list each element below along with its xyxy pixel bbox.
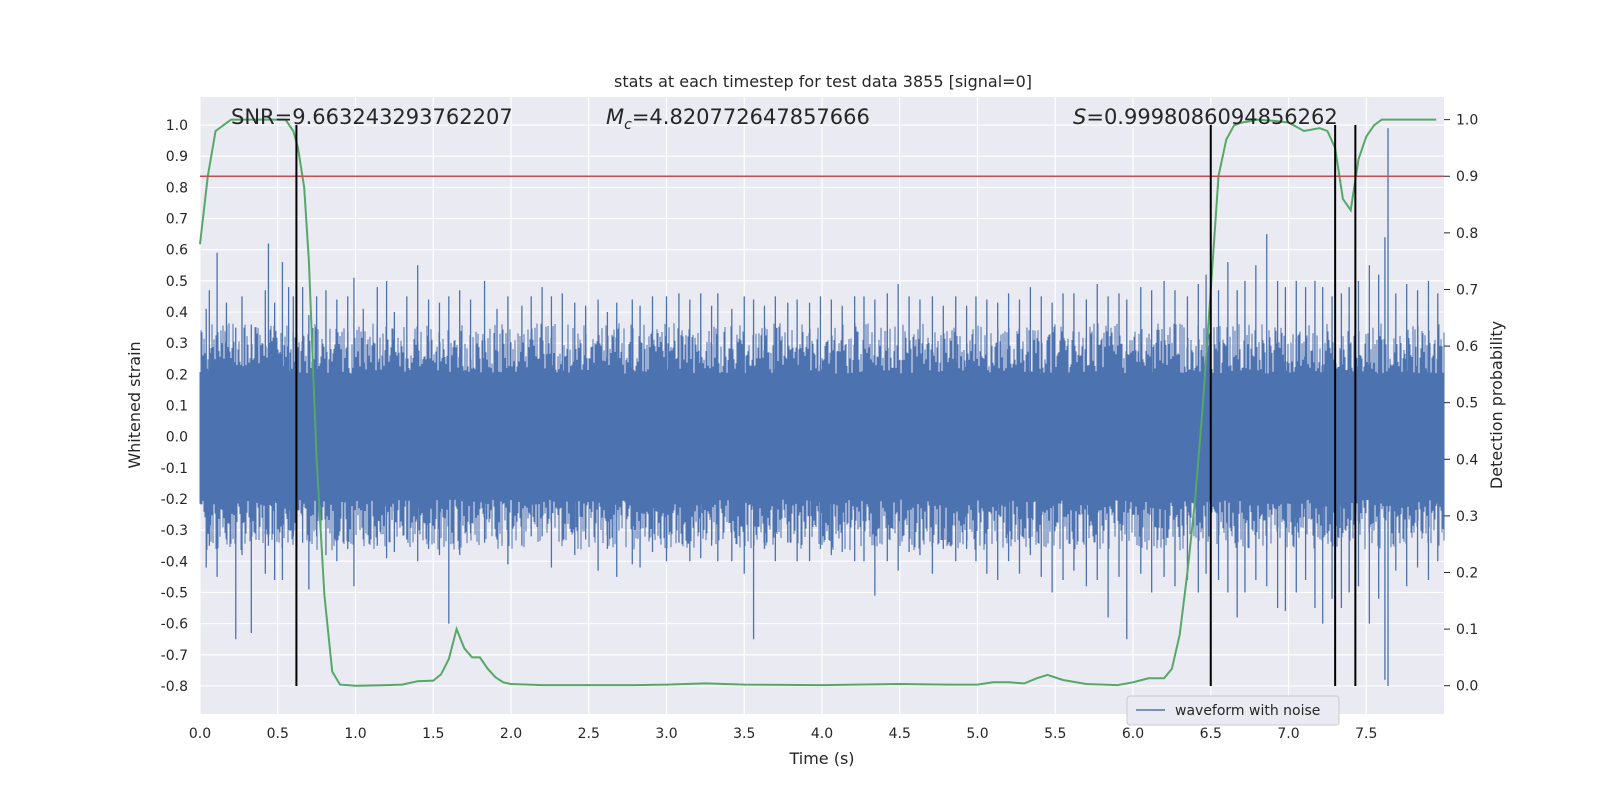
y-tick-label: 0.7 [166, 212, 188, 228]
y2-tick-label: 0.6 [1456, 339, 1478, 355]
y-tick-label: -0.7 [161, 648, 188, 664]
y2-axis-label: Detection probability [1487, 321, 1506, 489]
y-tick-label: -0.6 [161, 617, 188, 633]
x-tick-label: 2.5 [578, 726, 600, 742]
x-tick-label: 4.0 [811, 726, 833, 742]
y2-tick-labels: 1.0 0.9 0.8 0.7 0.6 0.5 0.4 0.3 0.2 0.1 0.0 [1444, 113, 1478, 695]
y-tick-label: -0.8 [161, 679, 188, 695]
x-tick-label: 3.0 [655, 726, 677, 742]
x-tick-label: 1.5 [422, 726, 444, 742]
x-tick-label: 0.0 [189, 726, 211, 742]
y-tick-label: 1.0 [166, 118, 188, 134]
x-tick-label: 3.5 [733, 726, 755, 742]
y2-tick-label: 0.7 [1456, 282, 1478, 298]
chirp-mass-annotation: Mc=4.820772647857666 [606, 105, 870, 133]
x-tick-label: 5.0 [966, 726, 988, 742]
y-tick-label: -0.5 [161, 585, 188, 601]
score-annotation: S=0.9998086094856262 [1073, 105, 1338, 129]
y-tick-label: 0.2 [166, 367, 188, 383]
waveform-series [199, 128, 1445, 686]
score-value: =0.9998086094856262 [1086, 105, 1337, 129]
x-tick-label: 7.5 [1355, 726, 1377, 742]
legend-label-waveform: waveform with noise [1175, 703, 1320, 719]
y2-tick-label: 0.1 [1456, 622, 1478, 638]
x-tick-label: 5.5 [1044, 726, 1066, 742]
y2-tick-label: 0.4 [1456, 452, 1478, 468]
x-tick-label: 7.0 [1277, 726, 1299, 742]
score-symbol: S [1073, 105, 1086, 129]
chirp-mass-subscript: c [624, 117, 632, 133]
y-tick-label: -0.3 [161, 523, 188, 539]
x-tick-label: 1.0 [344, 726, 366, 742]
x-tick-label: 2.0 [500, 726, 522, 742]
x-tick-label: 6.5 [1200, 726, 1222, 742]
snr-annotation: SNR=9.663243293762207 [231, 105, 513, 129]
y-tick-label: 0.4 [166, 305, 188, 321]
y-axis-label: Whitened strain [125, 341, 144, 468]
y2-tick-label: 0.2 [1456, 565, 1478, 581]
y-tick-label: 0.3 [166, 336, 188, 352]
y-tick-label: -0.1 [161, 461, 188, 477]
y-tick-label: 0.0 [166, 430, 188, 446]
y2-tick-label: 0.0 [1456, 679, 1478, 695]
y2-tick-label: 1.0 [1456, 113, 1478, 129]
x-tick-label: 4.5 [889, 726, 911, 742]
y-tick-label: -0.4 [161, 554, 188, 570]
x-tick-label: 6.0 [1122, 726, 1144, 742]
marker-lines [295, 125, 1357, 686]
chirp-mass-value: =4.820772647857666 [632, 105, 870, 129]
y2-tick-label: 0.5 [1456, 396, 1478, 412]
y-tick-label: 0.5 [166, 274, 188, 290]
x-axis-label: Time (s) [788, 749, 854, 768]
x-tick-labels: 0.0 0.5 1.0 1.5 2.0 2.5 3.0 3.5 4.0 4.5 5.0 5.5 6.0 6… [189, 726, 1378, 742]
chart-title: stats at each timestep for test data 385… [614, 72, 1032, 91]
y-tick-label: 0.1 [166, 399, 188, 415]
legend: waveform with noise [1126, 695, 1340, 726]
y-tick-label: 0.8 [166, 180, 188, 196]
probability-series [199, 118, 1444, 687]
y-tick-label: 0.9 [166, 149, 188, 165]
chirp-mass-symbol: M [606, 105, 624, 129]
probability-line [199, 118, 1437, 687]
y-tick-labels: 1.0 0.9 0.8 0.7 0.6 0.5 0.4 0.3 0.2 0.1 0.0 -0.1 -0.… [161, 118, 188, 695]
y-tick-label: 0.6 [166, 243, 188, 259]
x-tick-label: 0.5 [267, 726, 289, 742]
y-tick-label: -0.2 [161, 492, 188, 508]
y2-tick-label: 0.8 [1456, 226, 1478, 242]
y2-tick-label: 0.3 [1456, 509, 1478, 525]
y2-tick-label: 0.9 [1456, 169, 1478, 185]
legend-box [1126, 695, 1340, 726]
